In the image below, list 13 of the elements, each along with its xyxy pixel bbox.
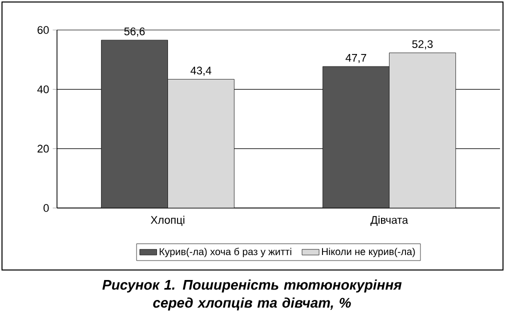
- text: Рисунок 1. Поширеність тютюнокуріння серед хлопців та дівчат, %: [102, 280, 402, 310]
- y-tick-label: 20: [38, 144, 49, 153]
- y-tick-label: 60: [38, 26, 49, 34]
- data-label: 56,6: [124, 28, 145, 37]
- data-label: 43,4: [190, 66, 212, 76]
- data-label: 47,7: [346, 54, 366, 63]
- y-tick-label: 0: [44, 204, 49, 212]
- data-label: 52,3: [412, 40, 433, 50]
- legend-label: Курив(-ла) хоча б раз у житті: [160, 248, 292, 258]
- x-tick-label: Дівчата: [370, 216, 408, 226]
- y-tick-label: 40: [37, 85, 49, 94]
- x-tick-label: Хлопці: [150, 216, 184, 226]
- legend-label: Ніколи не курив(-ла): [322, 248, 415, 258]
